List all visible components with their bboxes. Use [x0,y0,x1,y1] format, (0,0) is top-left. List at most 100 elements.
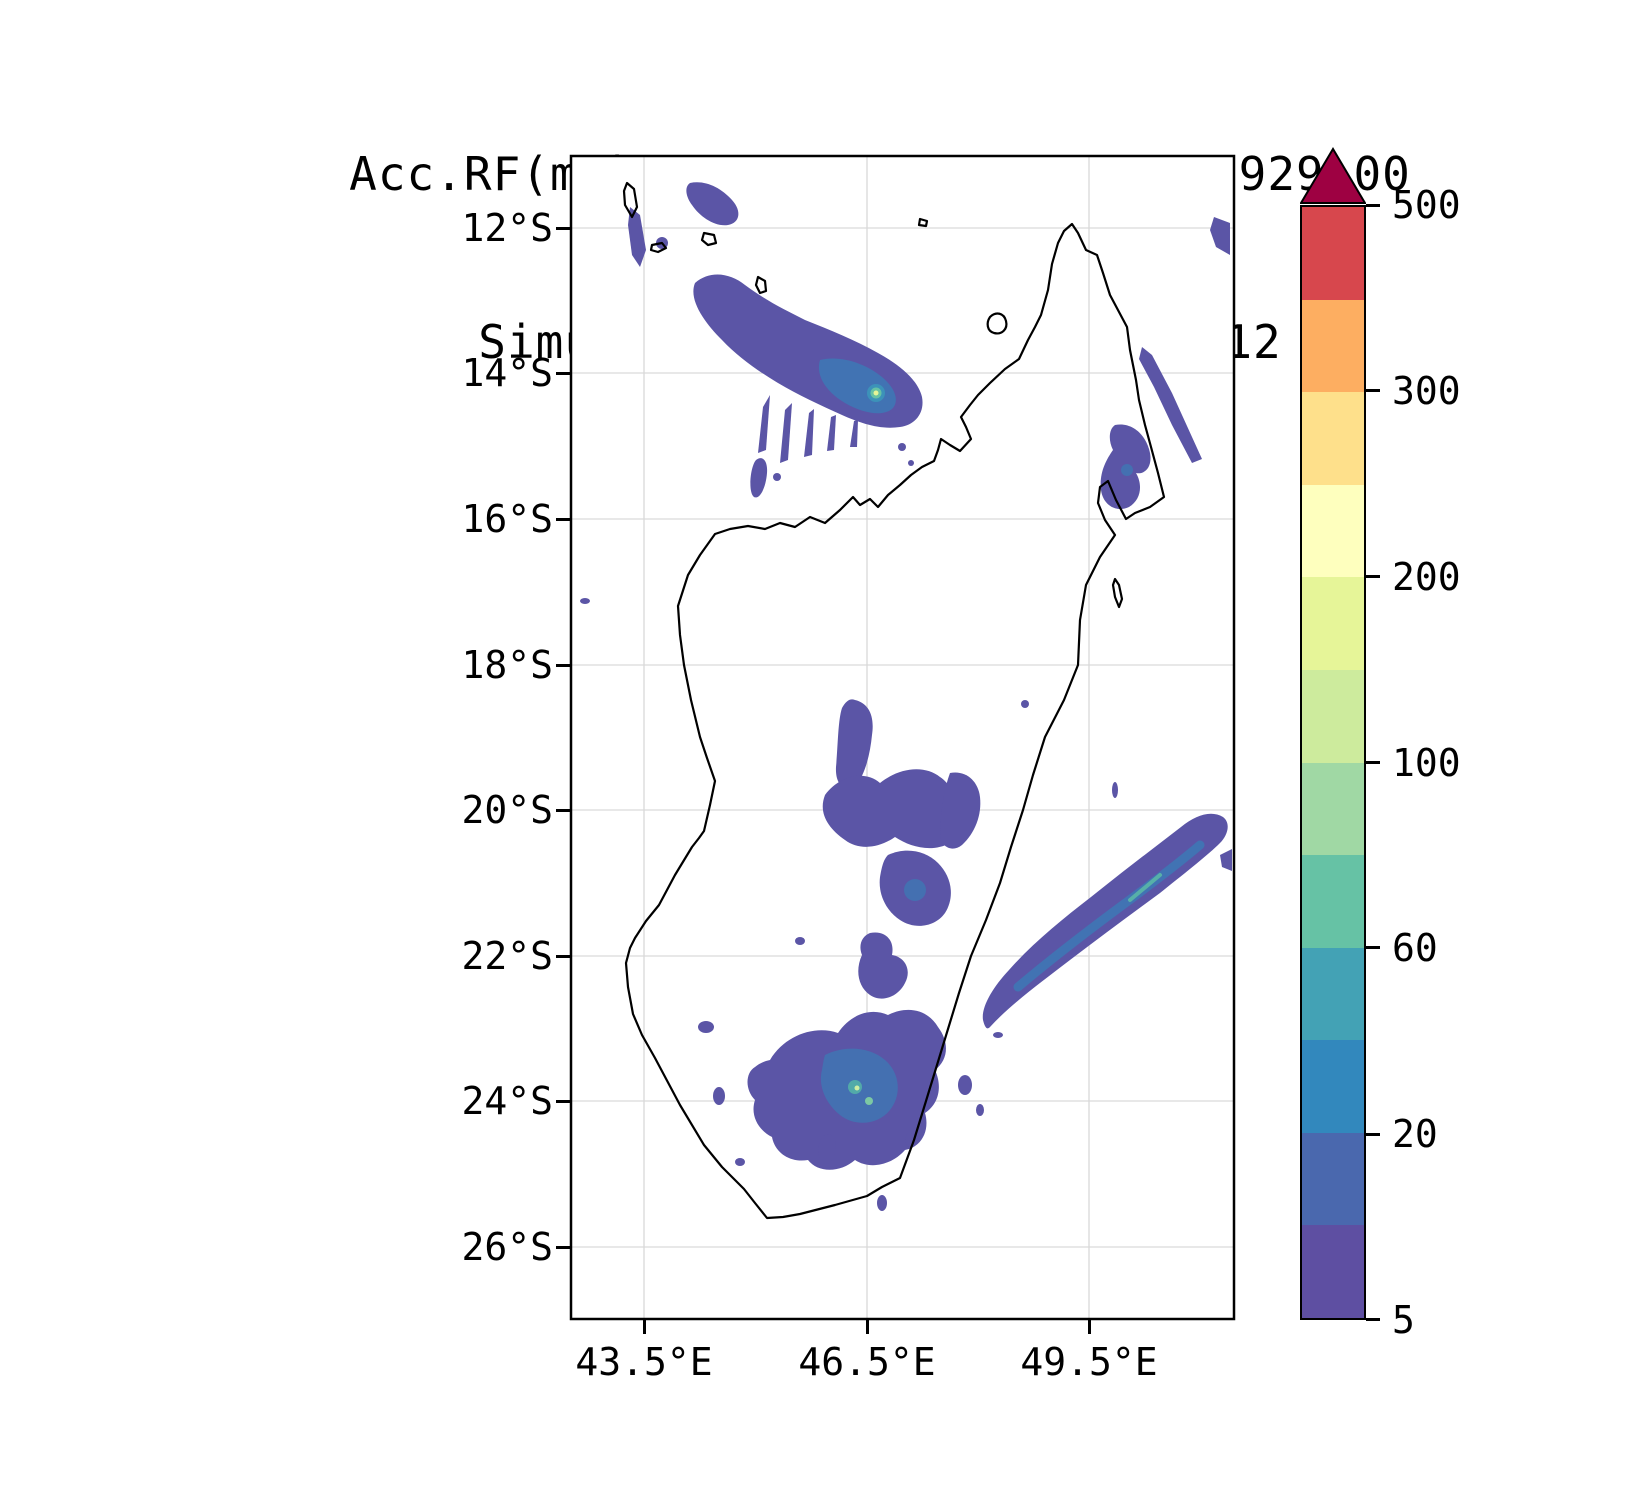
rain-corner-speck [1210,217,1230,255]
rain-speck [773,473,781,481]
colorbar-segment [1302,1040,1364,1133]
rain-nw-spike [780,403,792,463]
colorbar-tick-label: 300 [1392,369,1461,413]
lat-tick-mark [556,227,570,230]
lat-tick-label: 26°S [461,1225,553,1269]
rain-east-band-teal [1128,873,1162,902]
colorbar-segment [1302,855,1364,948]
lat-tick-label: 12°S [461,206,553,250]
anjouan-island [700,231,718,247]
mayotte-island [754,275,768,295]
colorbar-segment [1302,207,1364,300]
rain-speck [713,1087,725,1105]
lat-tick-mark [556,518,570,521]
colorbar-tick-mark [1366,1133,1380,1136]
rain-speck [580,598,590,604]
lon-tick-mark [643,1320,646,1334]
colorbar-tick-label: 100 [1392,741,1461,785]
colorbar-segment [1302,947,1364,1041]
lat-tick-mark [556,1246,570,1249]
coastlines [622,181,1166,1220]
over-triangle-shape [1300,147,1366,204]
rain-nw-peak-center [873,390,879,396]
lat-tick-mark [556,664,570,667]
rain-nw-spike [804,409,814,457]
rain-speck [898,443,906,451]
rain-speck [877,1195,887,1211]
colorbar-segment [1302,299,1364,393]
lat-tick-label: 16°S [461,497,553,541]
rain-cs-peak-center [854,1085,860,1091]
lat-tick-mark [556,955,570,958]
sainte-marie-island [1111,577,1124,609]
rain-speck [795,937,805,945]
small-island [917,217,929,228]
rain-speck [750,458,768,498]
colorbar-segment [1302,1132,1364,1226]
lon-tick-mark [866,1320,869,1334]
rain-speck [976,1104,984,1116]
lat-tick-label: 14°S [461,351,553,395]
lat-tick-mark [556,372,570,375]
rain-cs-1 [835,699,873,789]
rain-speck [818,1134,836,1164]
colorbar-segments [1300,205,1366,1320]
rain-nw-spike [850,420,858,447]
rain-speck [908,460,914,466]
colorbar-segment [1302,392,1364,485]
lon-tick-mark [1088,1320,1091,1334]
rain-east-band-core [1013,840,1205,992]
lat-tick-label: 24°S [461,1079,553,1123]
colorbar-tick-label: 60 [1392,926,1438,970]
lat-tick-label: 22°S [461,934,553,978]
colorbar-tick-mark [1366,575,1380,578]
colorbar-tick-mark [1366,389,1380,392]
rain-speck [958,1075,972,1095]
colorbar-segment [1302,669,1364,763]
colorbar-tick-mark [1366,946,1380,949]
moheli-island [649,241,668,254]
nosy-be-island [986,312,1008,335]
colorbar-tick-label: 5 [1392,1298,1415,1342]
map-plot [569,154,1236,1321]
colorbar-segment [1302,577,1364,670]
colorbar-tick-label: 200 [1392,555,1461,599]
colorbar-tick-mark [1366,204,1380,207]
rain-speck [735,1158,745,1166]
rain-nw-west-streak [628,207,646,267]
lon-tick-label: 49.5°E [1020,1340,1158,1384]
colorbar-over-triangle [1300,147,1366,204]
lat-tick-label: 18°S [461,643,553,687]
rain-cs-peak-inner [865,1097,873,1105]
rain-cs-5 [858,932,908,999]
lat-tick-mark [556,1100,570,1103]
rain-cs-2 [822,769,959,849]
rain-ne-streak [1139,347,1202,463]
lon-tick-label: 43.5°E [575,1340,713,1384]
colorbar-tick-label: 500 [1392,183,1461,227]
rain-speck [993,1032,1003,1038]
rain-nw-spike [827,415,836,451]
lat-tick-mark [556,809,570,812]
lon-tick-label: 46.5°E [798,1340,936,1384]
rain-speck [1021,700,1029,708]
rain-cs-3 [940,772,981,849]
colorbar-tick-mark [1366,1318,1380,1321]
colorbar-segment [1302,484,1364,578]
colorbar-segment [1302,1225,1364,1318]
rain-nw-top [686,182,739,226]
plot-border [569,154,1236,1321]
rainfall-contours [580,182,1232,1211]
colorbar-tick-mark [1366,761,1380,764]
rain-edge-speck [1220,849,1232,871]
colorbar-segment [1302,762,1364,856]
madagascar-coastline [624,222,1166,1220]
rain-speck [698,1021,714,1033]
colorbar-tick-label: 20 [1392,1112,1438,1156]
rain-ne-blob-core [1121,464,1133,476]
rain-speck [1112,782,1118,798]
grande-comore-island [622,181,639,219]
lat-tick-label: 20°S [461,788,553,832]
rain-nw-spike [758,395,770,453]
